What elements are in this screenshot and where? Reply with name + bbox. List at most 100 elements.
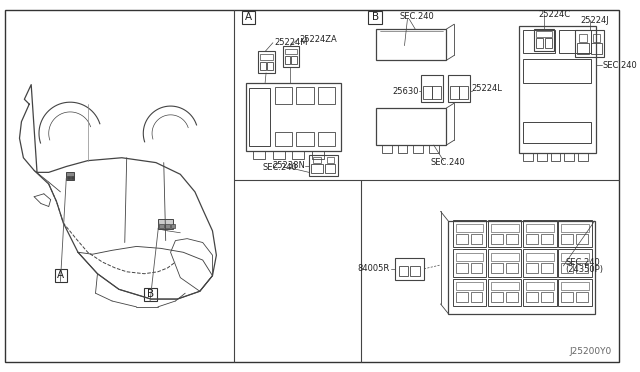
Bar [488,249,522,277]
Bar [413,145,423,153]
Bar [159,224,164,228]
Bar [524,279,557,306]
Bar [578,153,588,161]
Bar [291,57,297,64]
Text: (24350P): (24350P) [565,265,604,274]
Bar [561,224,589,232]
Bar [524,220,557,247]
Bar [576,292,588,302]
Bar [559,279,591,306]
Bar [369,10,382,24]
Bar [492,292,503,302]
Bar [453,220,486,247]
Bar [248,87,270,146]
Bar [492,224,518,232]
Text: 25224L: 25224L [472,84,502,93]
Bar [559,249,591,277]
Bar [267,62,273,70]
Bar [593,34,600,42]
Bar [591,43,602,54]
Bar [518,26,596,153]
Bar [324,164,335,173]
Bar [506,263,518,273]
Bar [524,249,557,277]
Bar [492,234,503,244]
Bar [577,43,589,54]
Bar [524,153,533,161]
Bar [561,292,573,302]
Text: 84005R: 84005R [358,264,390,273]
Bar [242,10,255,24]
Text: 25224C: 25224C [538,10,570,19]
Bar [311,164,323,173]
Bar [171,224,175,228]
Text: 25630: 25630 [392,87,419,96]
Text: B: B [147,289,154,299]
Bar [488,220,522,247]
Bar [313,157,321,163]
Bar [285,57,291,64]
Bar [71,176,74,179]
Bar [296,87,314,104]
Text: 25224ZA: 25224ZA [300,35,337,44]
Bar [550,153,561,161]
Bar [579,34,587,42]
Bar [471,234,483,244]
Bar [506,292,518,302]
Bar [451,86,459,99]
Bar [296,132,314,146]
Bar [283,46,300,67]
Bar [382,145,392,153]
Bar [537,153,547,161]
Bar [471,292,483,302]
Bar [456,234,468,244]
Bar [312,151,324,159]
Bar [449,75,470,102]
Bar [449,221,595,314]
Bar [423,86,432,99]
Bar [526,282,554,290]
Bar [144,288,157,301]
Bar [399,266,408,276]
Bar [545,38,552,48]
Text: J25200Y0: J25200Y0 [570,347,612,356]
Bar [541,234,552,244]
Bar [410,266,420,276]
Text: SEC.240: SEC.240 [602,61,637,70]
Bar [421,75,442,102]
Text: SEC.240: SEC.240 [400,12,435,21]
Bar [524,122,591,143]
Bar [67,172,74,180]
Bar [459,86,468,99]
Text: A: A [245,12,252,22]
Bar [524,59,591,83]
Bar [492,263,503,273]
Bar [506,234,518,244]
Bar [456,282,483,290]
Bar [292,151,304,159]
Bar [526,253,554,261]
Bar [395,258,424,280]
Bar [453,249,486,277]
Bar [536,31,552,37]
Bar [534,29,554,51]
Bar [456,253,483,261]
Bar [260,62,266,70]
Bar [576,263,588,273]
Bar [456,224,483,232]
Bar [559,220,591,247]
Text: 25224M: 25224M [275,38,308,47]
Bar [432,86,440,99]
Bar [453,279,486,306]
Bar [246,83,341,151]
Bar [561,263,573,273]
Bar [275,132,292,146]
Bar [524,30,555,54]
Bar [326,157,334,163]
Bar [541,263,552,273]
Bar [253,151,265,159]
Bar [397,145,408,153]
Bar [67,176,70,179]
Bar [317,87,335,104]
Bar [559,30,591,54]
